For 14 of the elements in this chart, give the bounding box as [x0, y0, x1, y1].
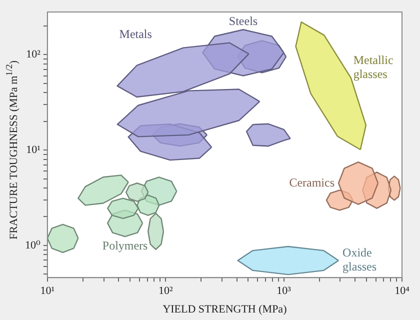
x-axis-title: YIELD STRENGTH (MPa) [162, 303, 288, 316]
x-tick-label: 10² [158, 285, 174, 298]
y-tick-label: 10² [26, 48, 42, 61]
series-label: Ceramics [289, 175, 335, 190]
series-label: Metals [119, 26, 152, 41]
series-label: Polymers [102, 238, 148, 253]
y-tick-label: 10⁰ [24, 239, 41, 252]
x-tick-label: 10³ [276, 285, 292, 298]
x-tick-label: 10⁴ [394, 285, 410, 298]
series-label: Steels [228, 14, 258, 28]
y-tick-label: 10¹ [26, 144, 40, 156]
series-label: Oxide glasses [342, 246, 377, 274]
series-label: Metallic glasses [353, 53, 394, 82]
x-tick-label: 10¹ [40, 285, 55, 298]
